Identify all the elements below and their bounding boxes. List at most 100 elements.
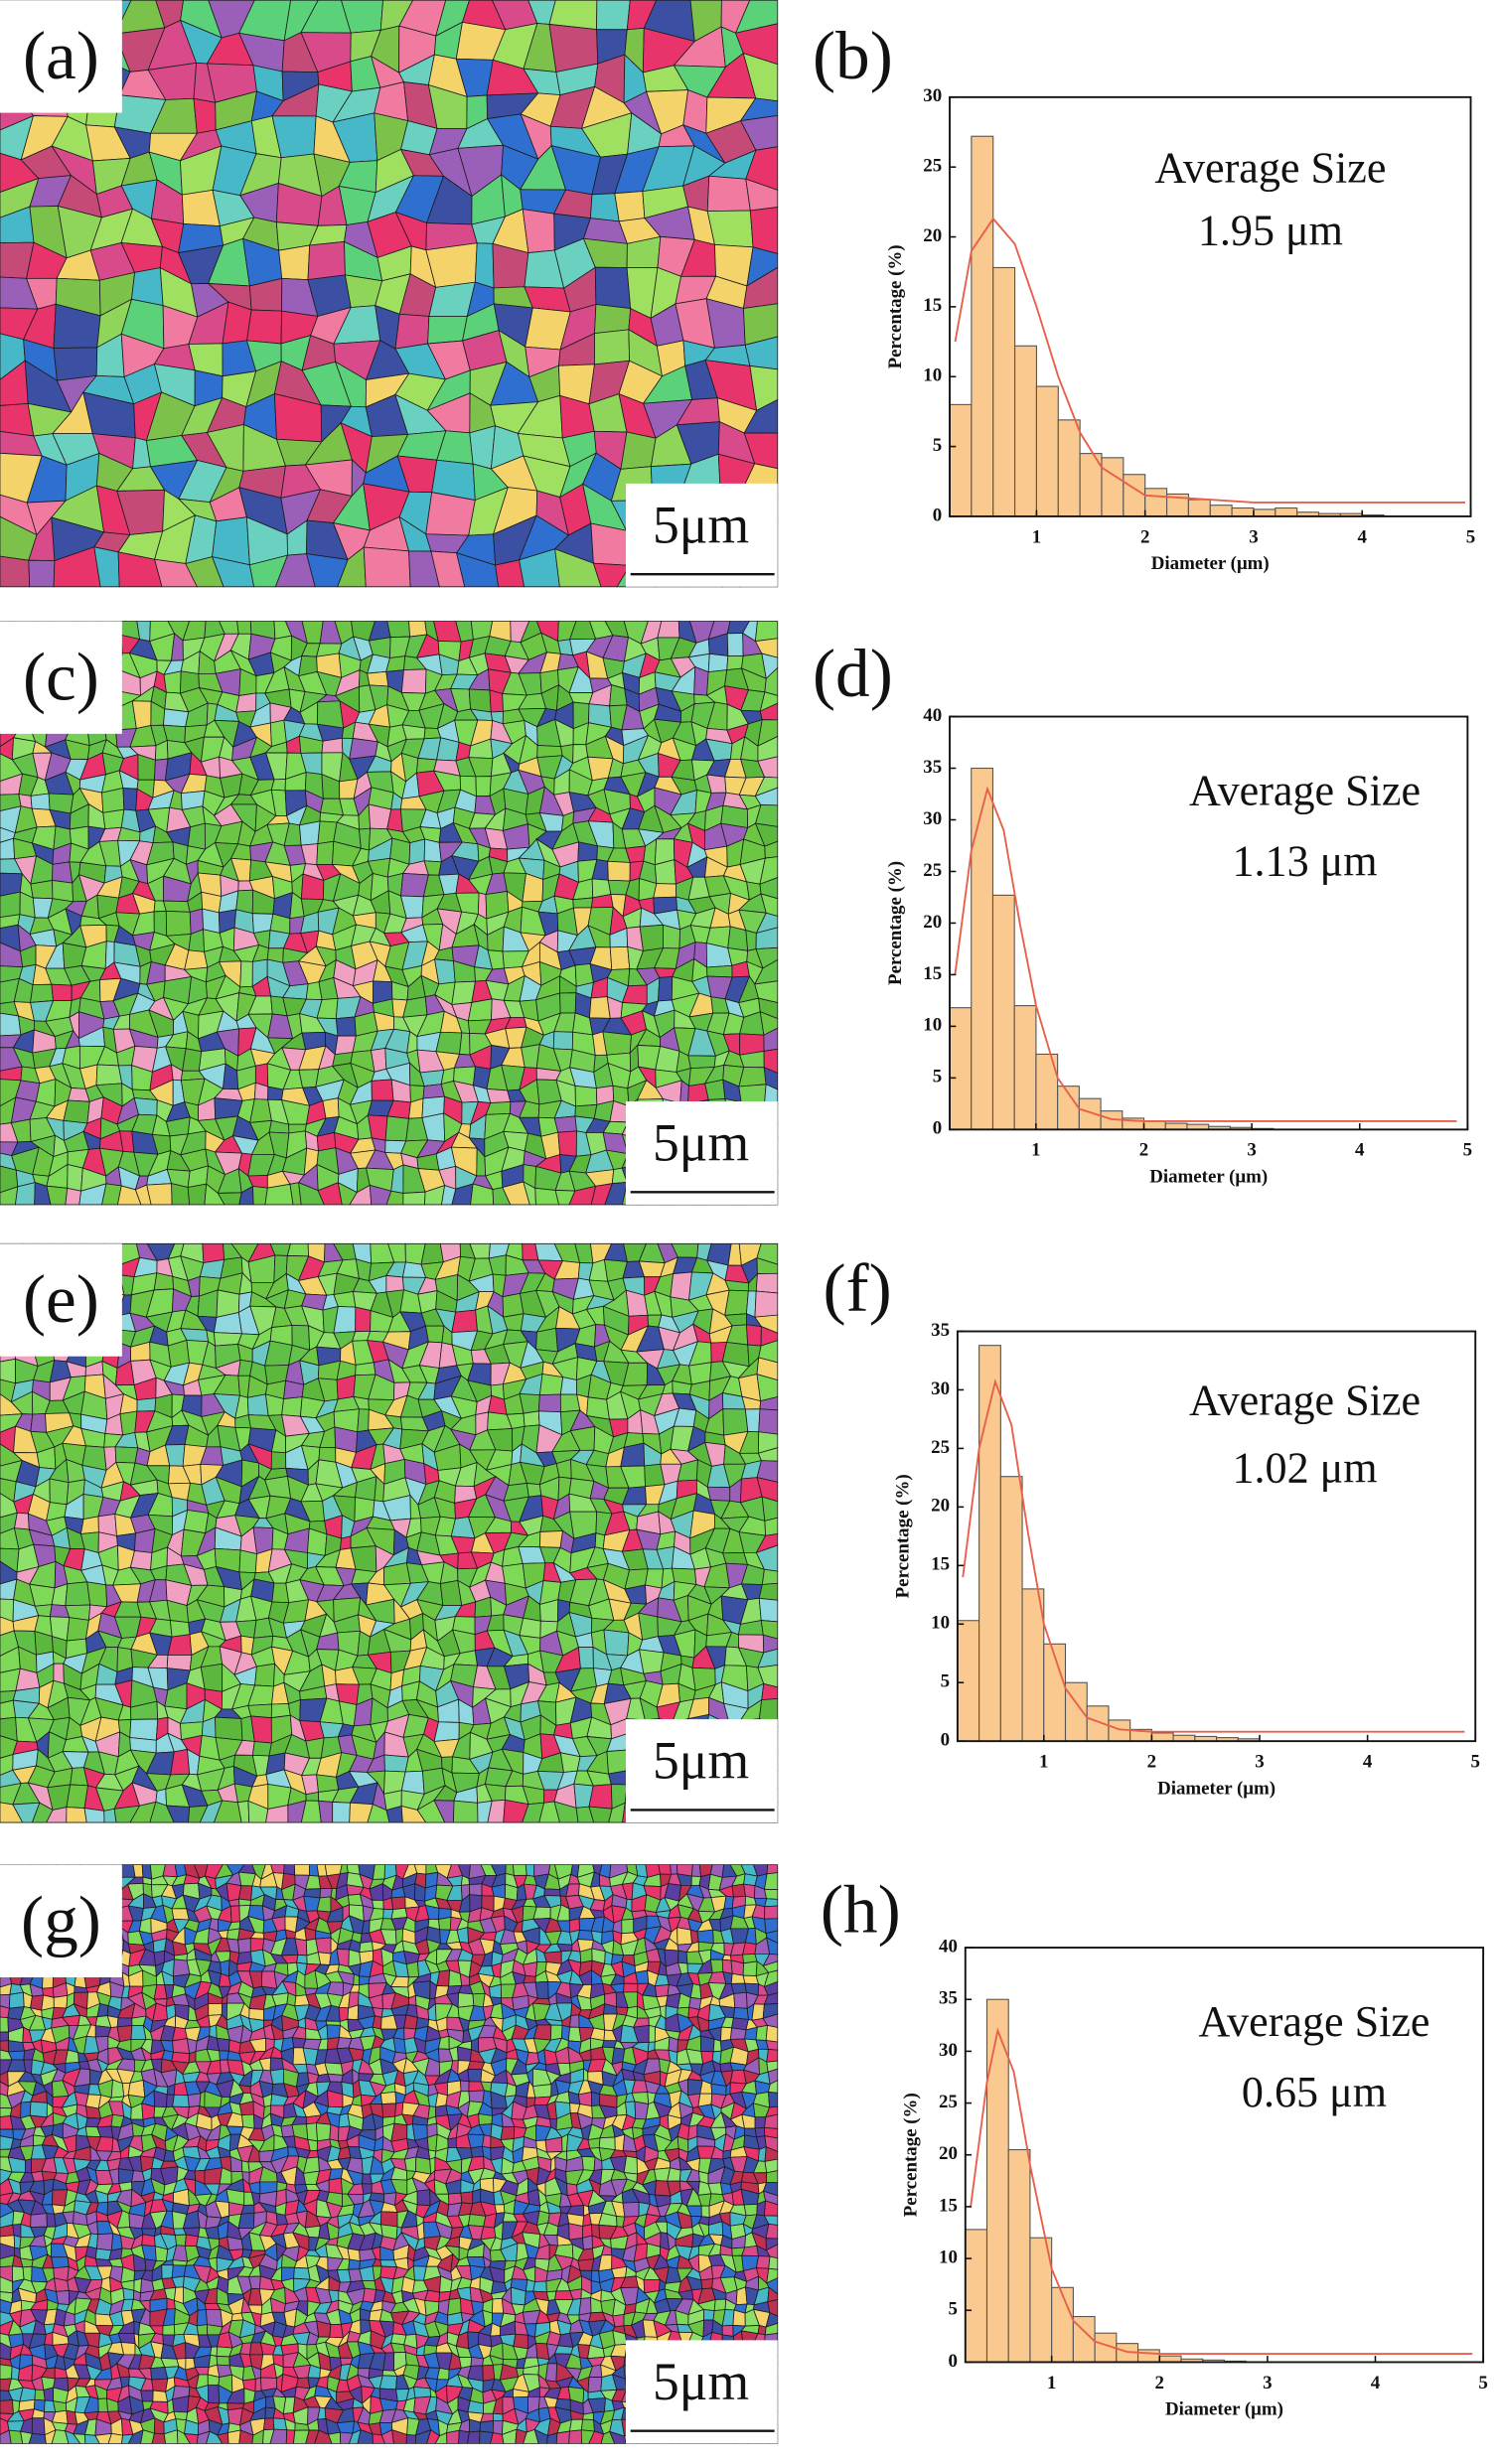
grain xyxy=(589,996,611,1019)
panel-label: (e) xyxy=(23,1260,99,1337)
grain xyxy=(405,1960,420,1978)
grain xyxy=(357,1408,370,1433)
grain xyxy=(270,1864,285,1874)
grain xyxy=(67,1163,83,1192)
grain xyxy=(63,1099,90,1124)
grain xyxy=(267,1086,284,1100)
grain xyxy=(712,2038,722,2053)
grain xyxy=(30,983,54,1003)
grain xyxy=(316,1774,340,1793)
scale-bar-label: 5μm xyxy=(653,1731,749,1791)
grain xyxy=(53,1663,65,1684)
grain xyxy=(572,897,594,909)
grain xyxy=(165,910,192,937)
grain xyxy=(475,776,492,797)
grain xyxy=(687,1055,716,1070)
grain xyxy=(86,1581,108,1608)
grain xyxy=(367,670,389,687)
grain xyxy=(559,992,577,1014)
grain xyxy=(758,1408,779,1435)
grain xyxy=(353,1973,361,1986)
grain xyxy=(532,2024,552,2041)
grain xyxy=(317,1952,332,1965)
grain xyxy=(726,633,744,656)
grain xyxy=(693,665,709,696)
grain xyxy=(239,960,253,988)
grain xyxy=(101,788,125,813)
grain xyxy=(169,1620,191,1638)
grain xyxy=(386,621,411,639)
grain xyxy=(269,2068,284,2085)
grain xyxy=(102,808,125,830)
grain xyxy=(764,1872,779,1891)
grain xyxy=(539,1530,563,1548)
grain xyxy=(30,879,54,900)
grain xyxy=(163,670,182,694)
grain xyxy=(765,2024,779,2043)
grain xyxy=(706,210,754,248)
grain xyxy=(0,891,21,919)
grain xyxy=(706,175,751,213)
grain xyxy=(254,1663,275,1687)
scale-bar-label: 5μm xyxy=(653,1113,749,1173)
grain xyxy=(30,1413,48,1433)
grain xyxy=(286,1242,309,1257)
grain xyxy=(614,191,646,222)
grain xyxy=(122,788,138,811)
grain xyxy=(114,1446,139,1464)
grain xyxy=(764,1888,779,1900)
grain xyxy=(588,1784,613,1810)
grain xyxy=(609,945,631,970)
grain xyxy=(317,700,345,729)
grain xyxy=(537,1393,561,1413)
grain xyxy=(706,964,733,978)
grain xyxy=(187,1183,208,1206)
grain xyxy=(236,621,252,635)
grain xyxy=(742,1960,758,1976)
grain xyxy=(744,1408,761,1433)
grain xyxy=(52,861,74,884)
grain xyxy=(304,1927,317,1942)
grain xyxy=(229,1905,240,1923)
grain xyxy=(709,1958,724,1973)
grain xyxy=(427,316,468,345)
panel-label: (a) xyxy=(23,17,99,93)
grain xyxy=(745,930,757,951)
grain xyxy=(746,1290,757,1318)
grain xyxy=(653,883,677,899)
grain xyxy=(523,1961,538,1977)
grain xyxy=(335,1016,357,1037)
grain xyxy=(83,1808,105,1823)
grain xyxy=(182,1048,203,1072)
grain xyxy=(738,1084,767,1103)
grain xyxy=(420,1242,444,1265)
grain xyxy=(623,1982,639,1993)
grain xyxy=(8,2040,26,2053)
grain xyxy=(696,1929,714,1945)
grain xyxy=(468,688,492,713)
grain xyxy=(425,1325,445,1344)
grain xyxy=(724,1289,749,1316)
grain xyxy=(238,1549,258,1574)
grain xyxy=(559,1752,581,1773)
grain xyxy=(326,2024,341,2040)
grain xyxy=(184,949,209,970)
grain xyxy=(749,207,779,255)
grain xyxy=(469,1883,483,1897)
grain xyxy=(250,1715,272,1744)
grain xyxy=(216,2037,230,2052)
grain xyxy=(638,1612,659,1641)
ebsd-map xyxy=(0,621,779,1206)
grain xyxy=(336,1375,357,1400)
grain xyxy=(394,313,430,350)
grain xyxy=(46,1185,69,1206)
grain xyxy=(668,2036,678,2053)
grain xyxy=(281,1396,303,1417)
grain xyxy=(731,1883,746,1898)
scale-bar-box xyxy=(626,483,778,587)
grain xyxy=(318,1800,334,1823)
grain xyxy=(0,2031,10,2042)
grain xyxy=(315,1937,332,1955)
grain xyxy=(53,1994,69,2009)
grain xyxy=(525,1864,535,1877)
